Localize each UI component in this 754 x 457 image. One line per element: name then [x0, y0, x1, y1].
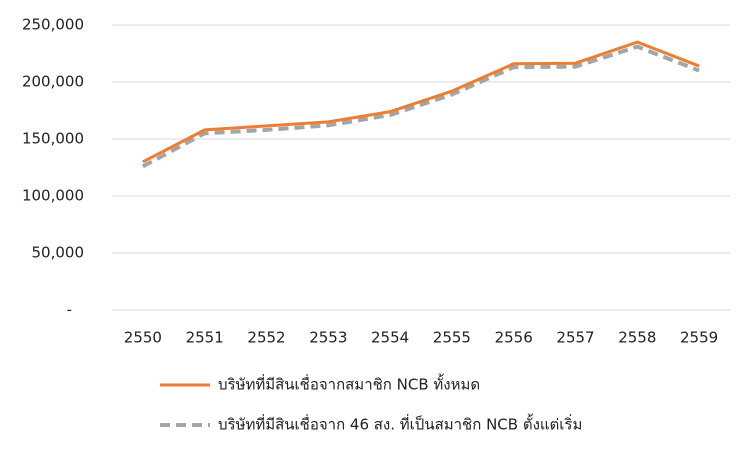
y-tick-label: 200,000: [22, 73, 84, 91]
x-tick-label: 2552: [247, 329, 285, 347]
x-tick-label: 2555: [433, 329, 471, 347]
y-tick-label: -: [67, 301, 72, 319]
x-tick-label: 2556: [495, 329, 533, 347]
y-tick-label: 50,000: [32, 244, 85, 262]
x-tick-label: 2559: [680, 329, 718, 347]
y-tick-label: 100,000: [22, 187, 84, 205]
x-tick-label: 2554: [371, 329, 409, 347]
x-tick-label: 2550: [124, 329, 162, 347]
x-tick-label: 2553: [309, 329, 347, 347]
series-line: [142, 40, 700, 164]
legend-label: บริษัทที่มีสินเชื่อจาก 46 สง. ที่เป็นสมา…: [218, 414, 582, 434]
x-tick-label: 2558: [618, 329, 656, 347]
legend-label: บริษัทที่มีสินเชื่อจากสมาชิก NCB ทั้งหมด: [218, 374, 480, 394]
x-tick-label: 2557: [556, 329, 594, 347]
x-tick-label: 2551: [186, 329, 224, 347]
series-line: [141, 44, 700, 169]
y-tick-label: 150,000: [22, 130, 84, 148]
y-tick-label: 250,000: [22, 16, 84, 34]
